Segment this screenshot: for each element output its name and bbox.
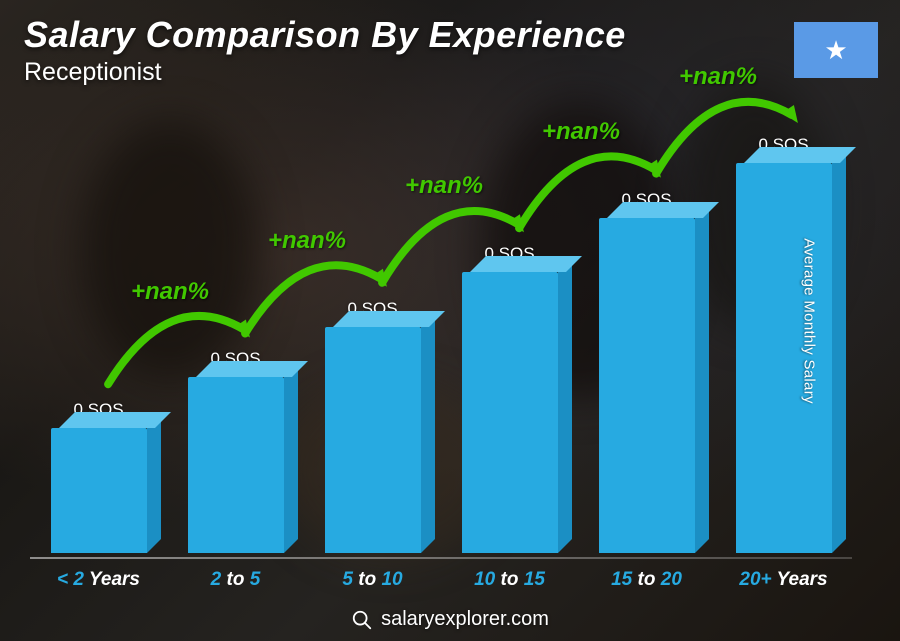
x-axis-label: 10 to 15 [447,569,572,591]
bar-front [188,377,284,553]
bar-top [744,147,856,163]
bar-front [462,272,558,553]
bar-top [59,412,171,428]
x-axis: < 2 Years 2 to 5 5 to 10 10 to 15 15 to 20 20… [36,569,846,591]
bar-slot: 0 SOS [36,120,161,553]
bar-slot: 0 SOS [173,120,298,553]
bar-side [284,363,298,553]
star-icon: ★ [824,37,847,63]
bar [599,218,695,553]
y-axis-label: Average Monthly Salary [801,238,818,404]
bar-top [607,202,719,218]
bar-slot: 0 SOS [310,120,435,553]
x-axis-label: 5 to 10 [310,569,435,591]
bar-slot: 0 SOS [447,120,572,553]
page-title: Salary Comparison By Experience [24,14,780,56]
bar-side [147,414,161,553]
bar-side [421,313,435,553]
magnifier-icon [351,609,373,631]
header: Salary Comparison By Experience Receptio… [24,14,780,87]
x-axis-line [30,557,852,559]
x-axis-label: 15 to 20 [584,569,709,591]
bar [462,272,558,553]
footer-site: salaryexplorer.com [381,608,549,631]
bar-top [470,256,582,272]
bar [51,428,147,553]
bar-side [558,258,572,553]
bar-side [695,204,709,553]
bar [188,377,284,553]
bar-front [51,428,147,553]
bar-chart: 0 SOS0 SOS0 SOS0 SOS0 SOS0 SOS [36,120,846,553]
x-axis-label: 20+ Years [721,569,846,591]
bar-top [333,311,445,327]
page-subtitle: Receptionist [24,58,780,87]
bar [325,327,421,553]
bar-slot: 0 SOS [584,120,709,553]
bar-front [599,218,695,553]
x-axis-label: 2 to 5 [173,569,298,591]
x-axis-label: < 2 Years [36,569,161,591]
bar-slot: 0 SOS [721,120,846,553]
country-flag: ★ [794,22,878,78]
bar-side [832,149,846,553]
bar-top [196,361,308,377]
bar-front [325,327,421,553]
footer: salaryexplorer.com [0,608,900,631]
